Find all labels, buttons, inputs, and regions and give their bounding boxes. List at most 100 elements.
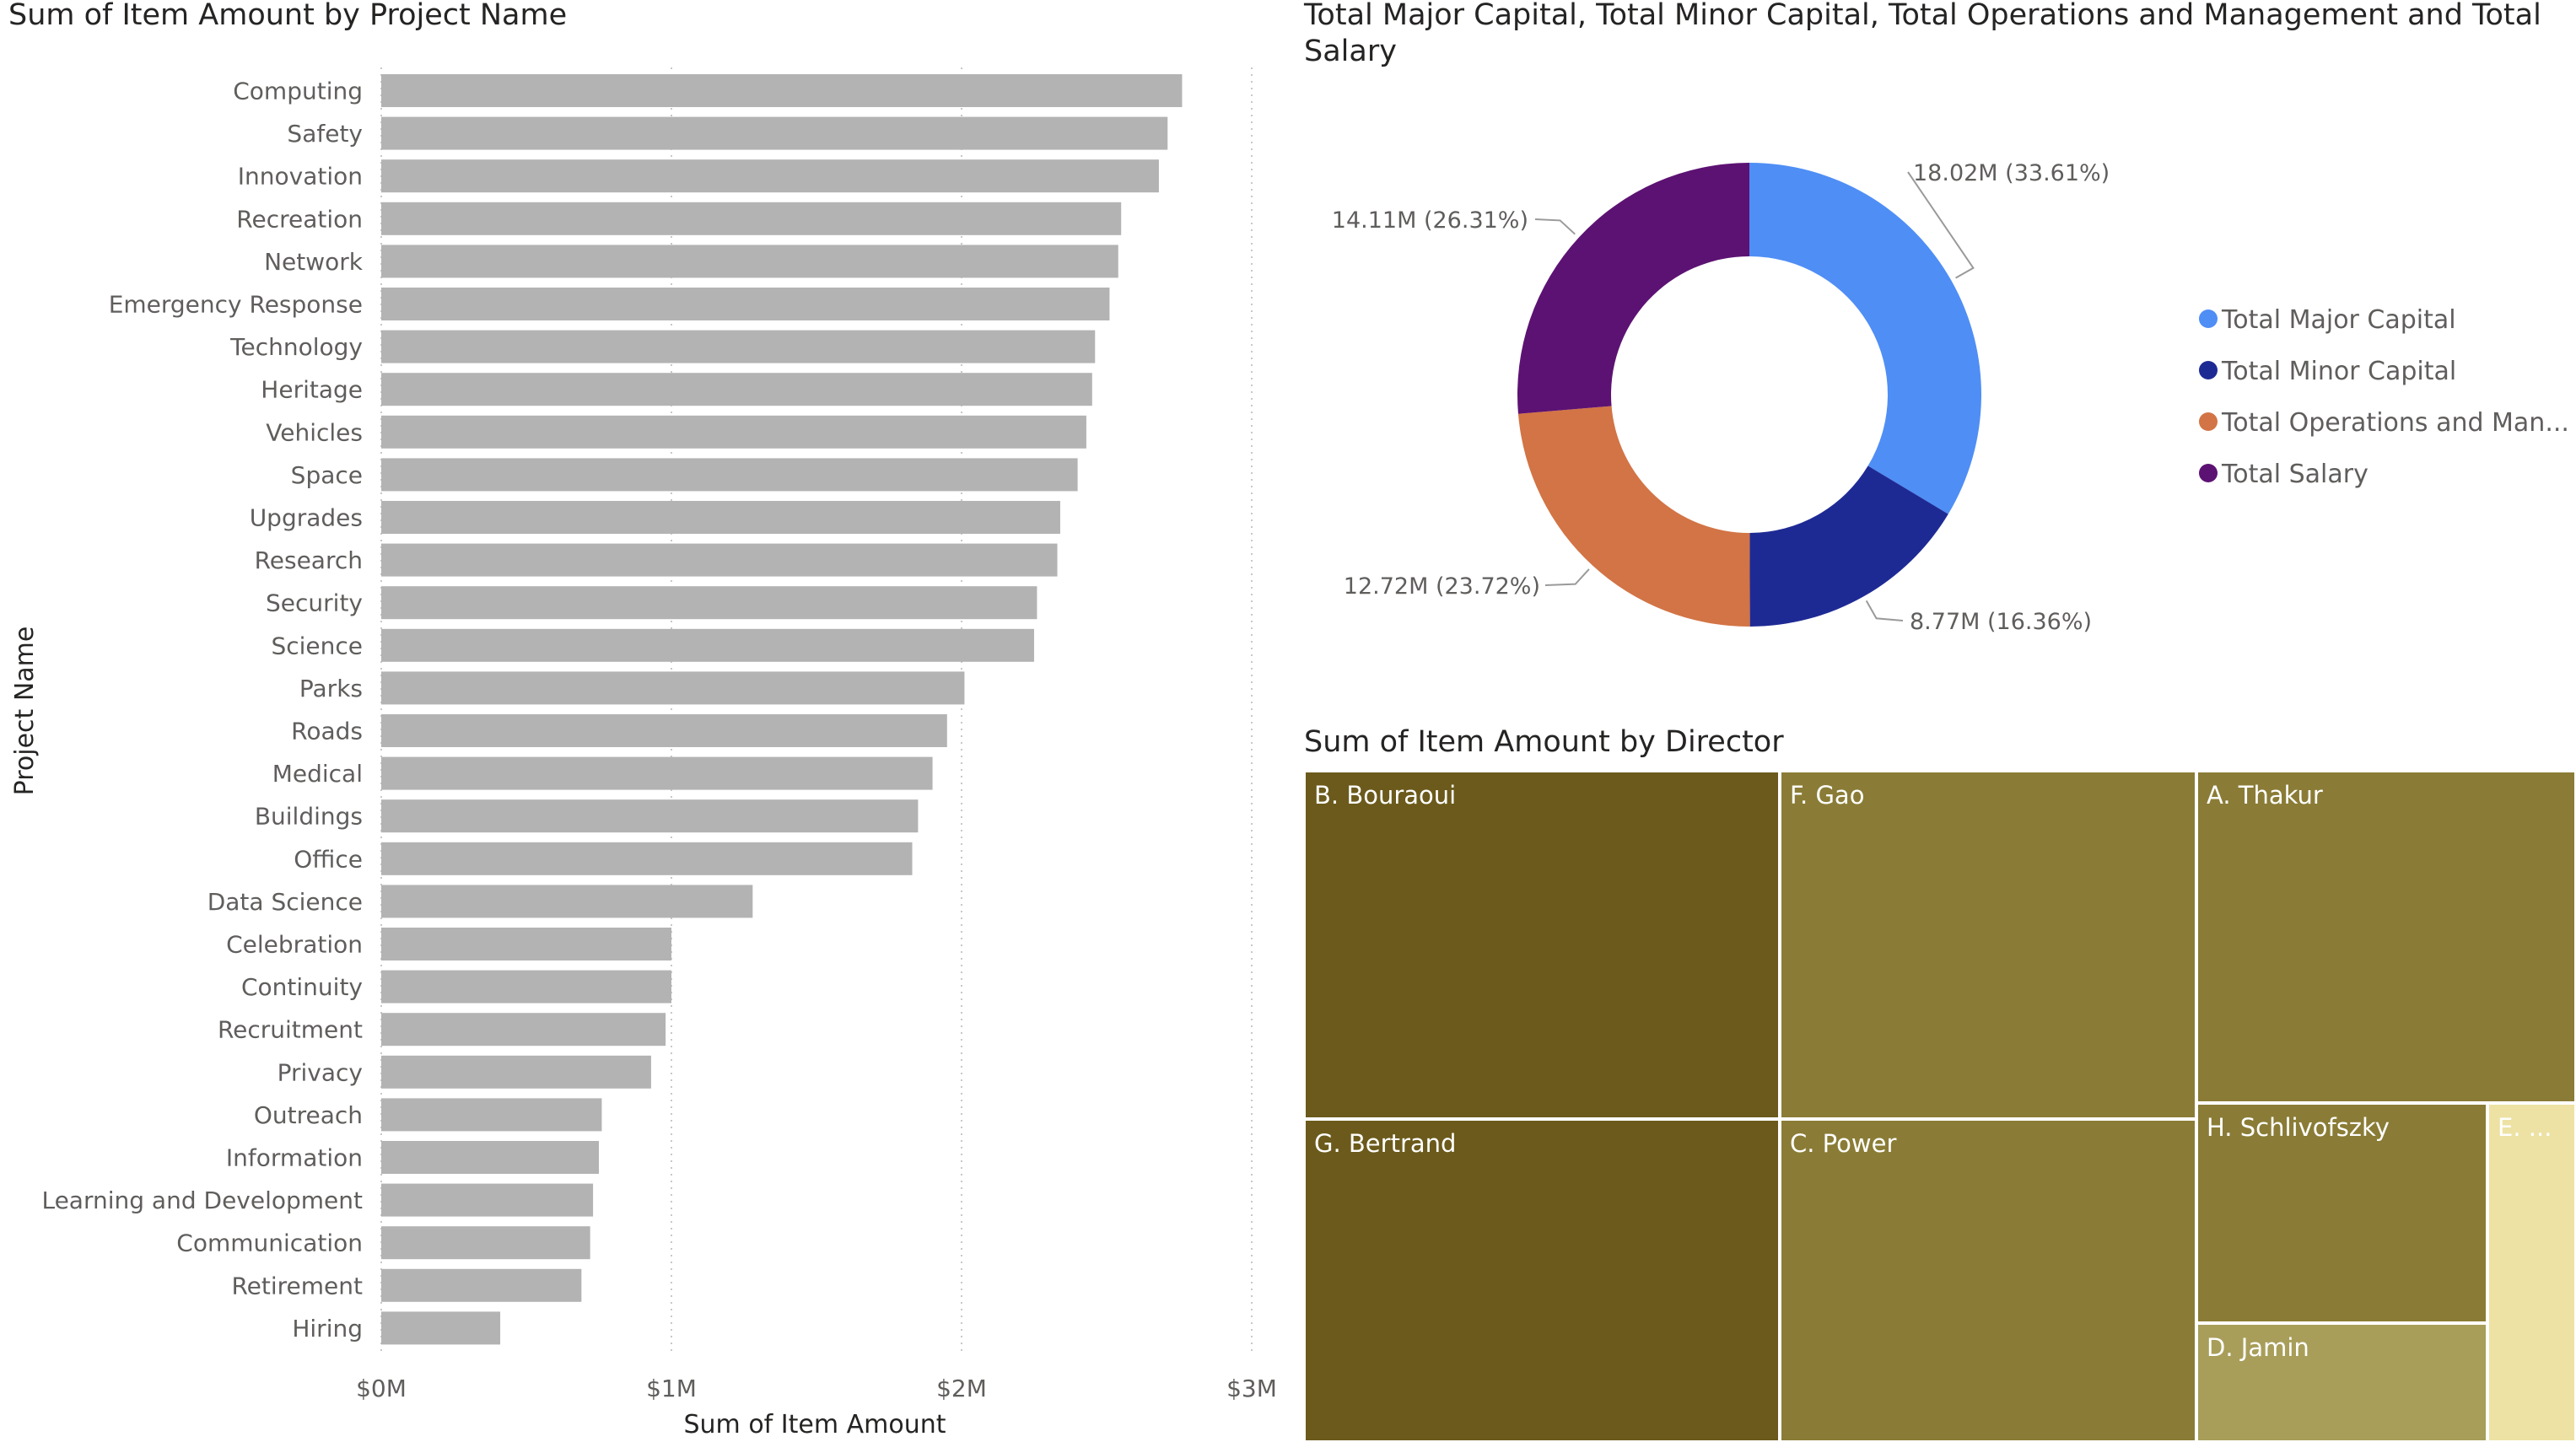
y-tick-label: Retirement [231, 1272, 363, 1299]
x-tick-label: $1M [646, 1375, 697, 1402]
y-tick-label: Roads [291, 718, 363, 745]
legend-label: Total Operations and Man... [2221, 408, 2569, 438]
bar-chart: $0M $1M $2M $3M Computing Safety Innovation Rec… [10, 67, 1277, 1439]
legend-label: Total Minor Capital [2221, 357, 2456, 386]
bar [381, 714, 947, 747]
bar [381, 373, 1092, 406]
y-axis-label: Project Name [10, 627, 40, 796]
donut-chart-title-line-2: Salary [1304, 35, 1397, 68]
bar [381, 330, 1096, 363]
y-tick-label: Network [264, 248, 364, 276]
bar [381, 842, 913, 875]
treemap: B. Bouraoui G. Bertrand F. Gao C. Power A. T… [1304, 771, 2576, 1442]
bar [381, 586, 1037, 620]
treemap-title: Sum of Item Amount by Director [1304, 725, 1784, 759]
treemap-tile-label: H. Schlivofszky [2207, 1113, 2390, 1142]
donut-slice [1517, 406, 1750, 627]
y-tick-label: Data Science [207, 888, 363, 916]
treemap-tile: D. Jamin [2196, 1323, 2487, 1442]
legend-marker [2199, 412, 2218, 431]
legend-marker [2199, 464, 2218, 482]
y-tick-label: Technology [229, 333, 363, 361]
y-tick-label: Parks [299, 675, 363, 702]
bar [381, 1013, 666, 1047]
treemap-tile-label: A. Thakur [2207, 781, 2323, 810]
bar [381, 74, 1183, 107]
treemap-tile-label: F. Gao [1790, 781, 1865, 810]
leader-line [1865, 600, 1904, 621]
y-tick-label: Safety [287, 120, 363, 148]
y-tick-label: Recreation [236, 205, 363, 233]
leader-line [1534, 218, 1576, 235]
bar [381, 799, 919, 833]
bar [381, 1268, 582, 1302]
treemap-tile-label: D. Jamin [2207, 1333, 2309, 1362]
y-tick-label: Upgrades [250, 504, 363, 532]
y-tick-label: Buildings [255, 803, 363, 831]
slice-data-label: 8.77M (16.36%) [1910, 609, 2092, 635]
x-axis-label: Sum of Item Amount [684, 1410, 946, 1439]
legend-label: Total Salary [2221, 460, 2369, 489]
bar [381, 458, 1078, 492]
x-tick-label: $3M [1226, 1375, 1277, 1402]
donut-chart-title-line-1: Total Major Capital, Total Minor Capital… [1304, 0, 2541, 32]
treemap-tile-label: C. Power [1790, 1129, 1897, 1158]
y-tick-label: Medical [272, 760, 363, 788]
y-tick-label: Vehicles [266, 418, 363, 446]
bar [381, 928, 671, 960]
y-tick-label: Information [226, 1144, 363, 1172]
legend-marker [2199, 309, 2218, 328]
bar [381, 116, 1168, 150]
y-tick-label: Communication [176, 1229, 363, 1257]
treemap-tile: A. Thakur [2196, 771, 2576, 1103]
bar [381, 543, 1058, 577]
bar [381, 1183, 594, 1217]
bar [381, 159, 1159, 193]
bar [381, 415, 1086, 449]
y-tick-label: Continuity [241, 973, 363, 1001]
bar [381, 202, 1122, 235]
y-tick-label: Computing [233, 78, 363, 105]
y-tick-label: Heritage [261, 376, 363, 404]
y-tick-label: Celebration [226, 931, 363, 959]
y-tick-label: Research [255, 546, 363, 574]
treemap-tile: C. Power [1780, 1119, 2196, 1442]
donut-slice [1517, 163, 1749, 414]
treemap-tile: F. Gao [1780, 771, 2196, 1119]
y-tick-label: Science [271, 632, 363, 659]
y-tick-label: Learning and Development [41, 1186, 363, 1214]
y-tick-label: Privacy [278, 1058, 363, 1086]
legend-marker [2199, 361, 2218, 379]
y-tick-label: Innovation [238, 163, 363, 191]
treemap-tile-label: G. Bertrand [1314, 1129, 1457, 1158]
y-tick-label: Outreach [254, 1101, 363, 1129]
treemap-tile-label: B. Bouraoui [1314, 781, 1457, 810]
slice-data-label: 14.11M (26.31%) [1332, 207, 1528, 234]
y-tick-label: Recruitment [218, 1016, 363, 1044]
bar [381, 1055, 651, 1089]
y-tick-label: Office [294, 845, 363, 873]
bar-chart-title: Sum of Item Amount by Project Name [8, 0, 568, 32]
treemap-tile-label: E. ... [2498, 1113, 2552, 1142]
treemap-tile: H. Schlivofszky [2196, 1103, 2487, 1323]
leader-line [1907, 171, 1975, 279]
bar [381, 1311, 501, 1345]
bar [381, 970, 671, 1003]
donut-slice [1749, 465, 1948, 627]
bar [381, 885, 753, 918]
donut-chart: 18.02M (33.61%) 8.77M (16.36%) 12.72M (23.… [1332, 160, 2569, 635]
x-tick-label: $2M [936, 1375, 987, 1402]
bar [381, 1226, 590, 1260]
bar [381, 288, 1110, 320]
treemap-tile: B. Bouraoui [1304, 771, 1780, 1119]
bar [381, 1098, 602, 1132]
y-tick-label: Space [291, 461, 363, 489]
bar [381, 671, 965, 705]
x-tick-label: $0M [356, 1375, 407, 1402]
slice-data-label: 12.72M (23.72%) [1344, 573, 1540, 600]
legend-label: Total Major Capital [2221, 305, 2456, 335]
bar [381, 756, 933, 790]
bar [381, 501, 1060, 534]
y-tick-label: Hiring [292, 1315, 363, 1342]
bar [381, 1141, 599, 1174]
